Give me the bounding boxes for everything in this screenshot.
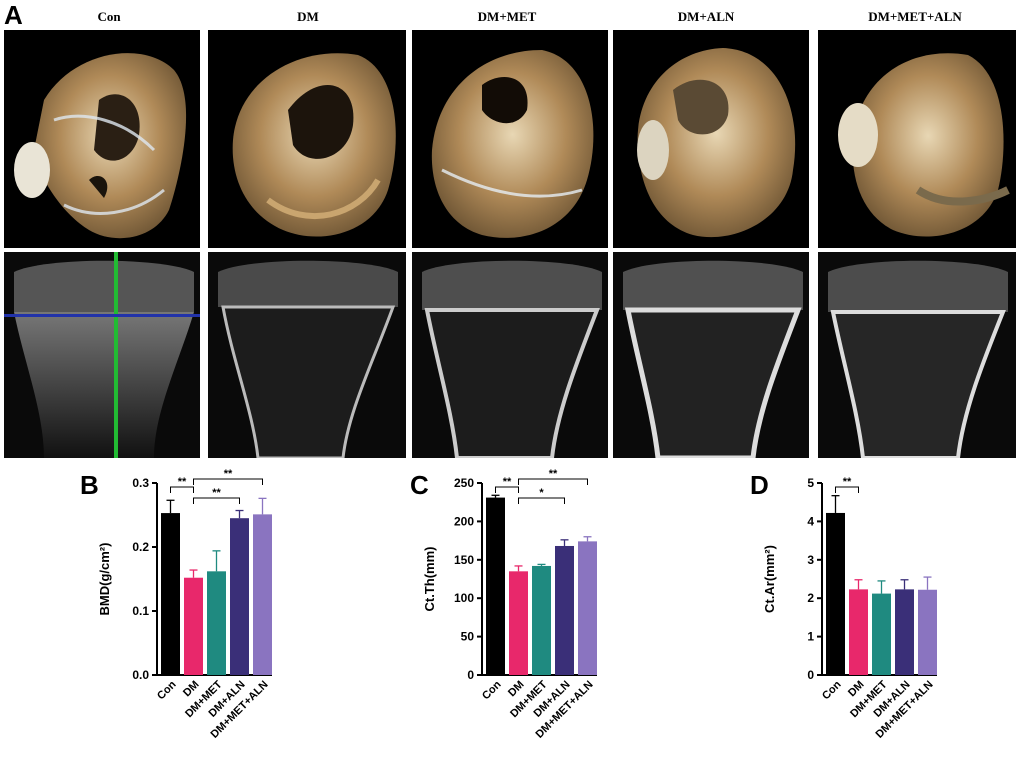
x-tick-label: Con	[820, 678, 844, 702]
micro-ct-3d-con	[4, 30, 200, 248]
bar-0	[486, 497, 505, 675]
micro-ct-slice-dm-aln	[613, 252, 809, 458]
significance-bracket: **	[170, 476, 194, 493]
column-title-dm-met: DM+MET	[477, 9, 537, 24]
bar-1	[509, 571, 528, 675]
y-tick-label: 0.3	[132, 476, 149, 490]
bar-0	[161, 513, 180, 675]
significance-label: **	[549, 468, 558, 480]
column-title-con: Con	[97, 9, 121, 24]
micro-ct-3d-dm-met-aln	[818, 30, 1016, 248]
y-axis-label: Ct.Ar(mm²)	[762, 545, 777, 613]
significance-label: **	[224, 468, 233, 480]
bar-3	[555, 545, 574, 675]
bar-2	[872, 593, 891, 675]
bar-4	[253, 514, 272, 675]
y-tick-label: 200	[454, 514, 474, 528]
y-tick-label: 0	[807, 668, 814, 682]
significance-label: **	[212, 487, 221, 499]
y-tick-label: 50	[461, 630, 475, 644]
bar-2	[532, 565, 551, 675]
y-tick-label: 150	[454, 553, 474, 567]
y-tick-label: 0.2	[132, 540, 149, 554]
column-title-dm-aln: DM+ALN	[677, 9, 735, 24]
micro-ct-3d-dm-aln	[613, 30, 809, 248]
y-tick-label: 4	[807, 514, 814, 528]
bracket-line	[518, 497, 565, 504]
y-axis-label: BMD(g/cm²)	[97, 543, 112, 616]
axes: 0.0 0.1 0.2 0.3 BMD(g/cm²)	[97, 476, 272, 682]
significance-label: **	[843, 476, 852, 488]
micro-ct-slice-dm-met	[412, 252, 608, 458]
y-axis-label: Ct.Th(mm)	[422, 547, 437, 612]
y-tick-label: 5	[807, 476, 814, 490]
bar-0	[826, 512, 845, 675]
panel-label-b: B	[80, 470, 99, 500]
y-tick-label: 100	[454, 591, 474, 605]
axes: 0 1 2 3 4 5 Ct.Ar(mm²)	[762, 476, 937, 682]
bracket-line	[193, 478, 263, 485]
bracket-line	[495, 486, 519, 493]
x-tick-label: Con	[480, 678, 504, 702]
panel-label-c: C	[410, 470, 429, 500]
bar-4	[578, 541, 597, 675]
bracket-line	[518, 478, 588, 485]
y-tick-label: 2	[807, 591, 814, 605]
y-tick-label: 0	[467, 668, 474, 682]
bar-2	[207, 571, 226, 675]
y-tick-label: 3	[807, 553, 814, 567]
bracket-line	[170, 486, 194, 493]
micro-ct-slice-dm	[208, 252, 406, 458]
x-tick-label: Con	[155, 678, 179, 702]
bar-1	[184, 577, 203, 675]
bar-1	[849, 589, 868, 675]
significance-bracket: **	[193, 468, 263, 485]
significance-bracket: **	[193, 487, 240, 504]
significance-label: **	[503, 476, 512, 488]
micro-ct-3d-dm-met	[412, 30, 608, 248]
y-tick-label: 250	[454, 476, 474, 490]
bracket-line	[193, 497, 240, 504]
micro-ct-3d-dm	[208, 30, 406, 248]
panel-label-a: A	[4, 0, 23, 30]
bar-3	[230, 518, 249, 675]
bar-4	[918, 589, 937, 675]
bracket-line	[835, 486, 859, 493]
significance-bracket: *	[518, 487, 565, 504]
significance-label: **	[178, 476, 187, 488]
significance-bracket: **	[835, 476, 859, 493]
micro-ct-slice-dm-met-aln	[818, 252, 1016, 458]
significance-bracket: **	[518, 468, 588, 485]
y-tick-label: 0.0	[132, 668, 149, 682]
micro-ct-slice-con	[4, 252, 200, 458]
panel-label-d: D	[750, 470, 769, 500]
column-title-dm-met-aln: DM+MET+ALN	[868, 9, 962, 24]
column-title-dm: DM	[297, 9, 319, 24]
y-tick-label: 0.1	[132, 604, 149, 618]
significance-bracket: **	[495, 476, 519, 493]
y-tick-label: 1	[807, 630, 814, 644]
bar-3	[895, 589, 914, 675]
significance-label: *	[539, 487, 544, 499]
